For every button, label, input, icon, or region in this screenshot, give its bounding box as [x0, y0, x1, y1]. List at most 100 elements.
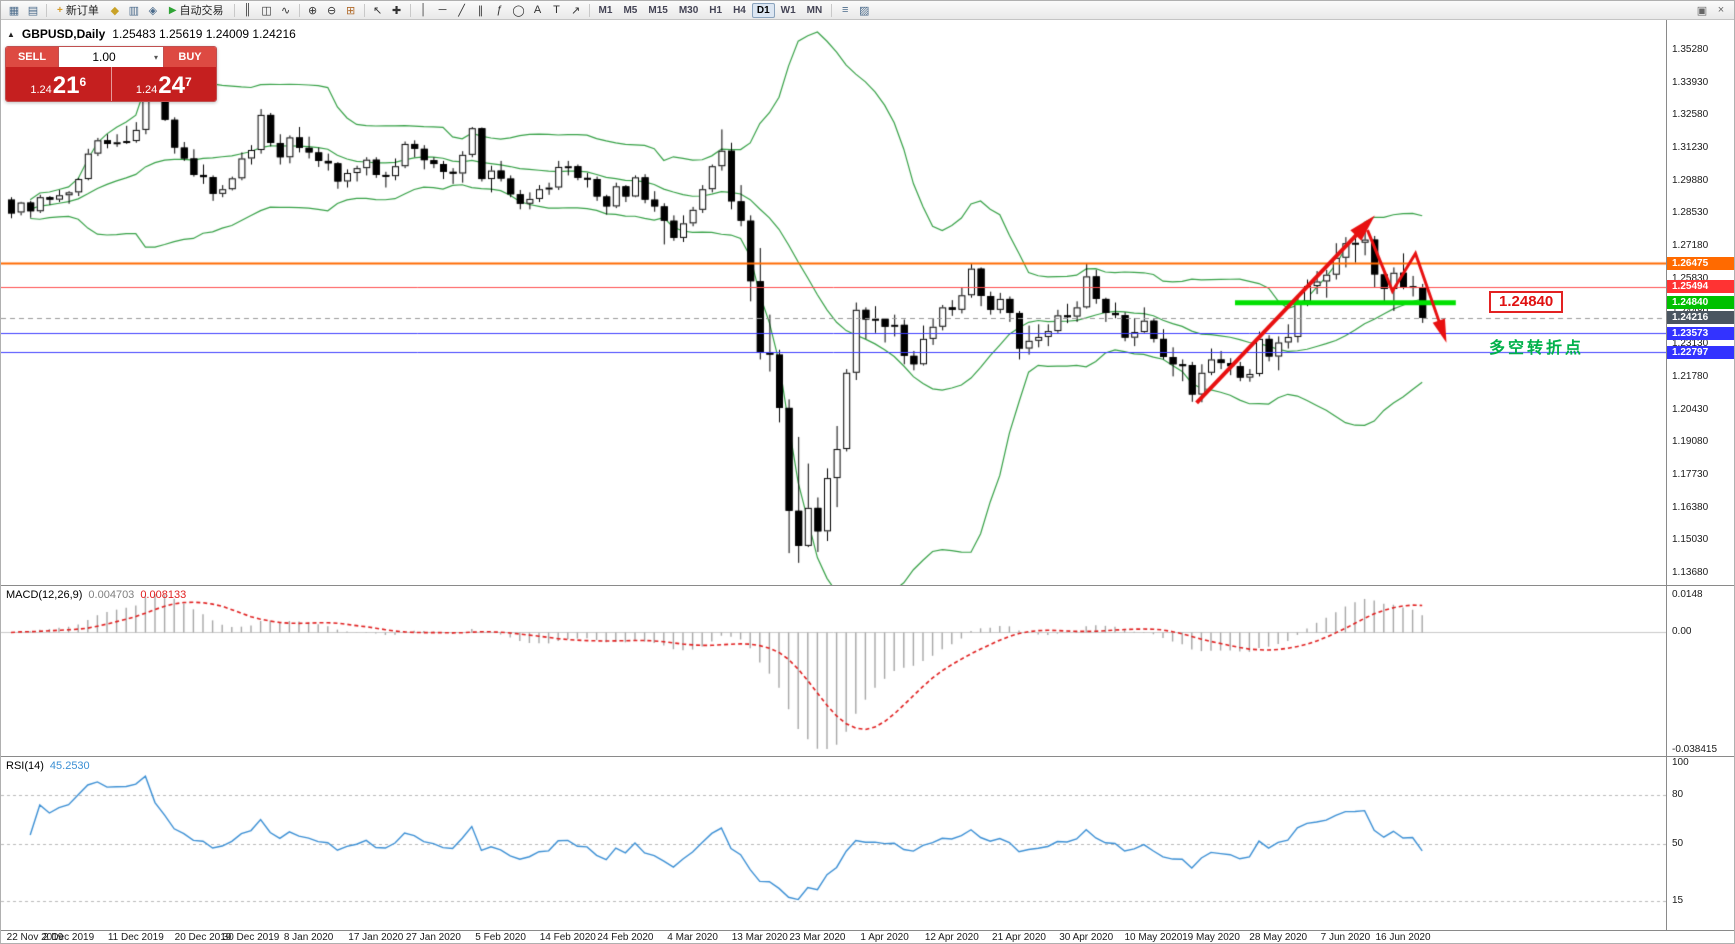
close-window-icon[interactable]: ×: [1717, 4, 1725, 16]
price-axis-label: 1.32580: [1672, 109, 1709, 121]
new-chart-icon[interactable]: ▦: [8, 4, 20, 17]
candlestick-chart-icon[interactable]: ◫: [261, 4, 272, 17]
timeframe-h1-button[interactable]: H1: [709, 4, 723, 16]
line-chart-icon[interactable]: ∿: [280, 4, 291, 17]
market-watch-icon[interactable]: ▥: [128, 4, 140, 17]
price-axis-label: 1.21780: [1672, 370, 1709, 382]
bid-pip-digit: 6: [79, 75, 87, 89]
macd-axis: 0.0148 0.00 -0.038415: [1666, 585, 1734, 756]
tile-windows-icon[interactable]: ⊞: [345, 4, 356, 17]
rsi-level-label-100: 100: [1672, 757, 1689, 768]
date-label: 4 Mar 2020: [667, 932, 718, 943]
main-chart-panel: ▲ GBPUSD,Daily 1.25483 1.25619 1.24009 1…: [1, 20, 1666, 585]
price-axis-label: 1.24480: [1672, 306, 1708, 317]
equidistant-channel-icon[interactable]: ∥: [477, 4, 484, 17]
date-label: 5 Feb 2020: [475, 932, 526, 943]
template-icon[interactable]: ▨: [859, 4, 870, 17]
indicator-list-icon[interactable]: ≡: [842, 4, 849, 16]
price-axis-label: 1.15030: [1672, 534, 1709, 546]
date-label: 12 Apr 2020: [924, 932, 979, 943]
navigator-icon[interactable]: ◈: [148, 4, 158, 17]
arrow-tools-icon[interactable]: ↗: [570, 4, 581, 17]
timeframe-d1-button[interactable]: D1: [751, 2, 775, 18]
date-label: 19 May 2020: [1182, 932, 1240, 943]
ask-price[interactable]: 1.24 24 7: [112, 67, 217, 101]
shapes-icon[interactable]: ◯: [512, 4, 525, 17]
chart-ohlc-values: 1.25483 1.25619 1.24009 1.24216: [112, 27, 296, 41]
date-label: 23 Mar 2020: [789, 932, 846, 943]
macd-zero-label: 0.00: [1672, 626, 1692, 638]
cursor-icon[interactable]: ↖: [372, 4, 383, 17]
text-label-icon[interactable]: T: [553, 4, 560, 16]
bar-chart-icon[interactable]: ║: [243, 4, 252, 16]
rsi-label: RSI(14) 45.2530: [6, 760, 90, 772]
main-chart-canvas[interactable]: [1, 20, 1666, 585]
autotrading-button[interactable]: ▶ 自动交易: [163, 2, 230, 18]
rsi-panel: RSI(14) 45.2530: [1, 756, 1666, 931]
fibonacci-icon[interactable]: ƒ: [496, 4, 503, 16]
macd-label: MACD(12,26,9) 0.004703 0.008133: [6, 589, 186, 601]
toolbar-separator: [363, 3, 365, 17]
rsi-level-label-50: 50: [1672, 838, 1684, 849]
macd-panel: MACD(12,26,9) 0.004703 0.008133: [1, 585, 1666, 757]
macd-signal-value: 0.008133: [140, 589, 187, 601]
date-label: 30 Apr 2020: [1059, 932, 1114, 943]
autotrading-label: 自动交易: [179, 5, 224, 17]
toolbar-separator: [409, 3, 411, 17]
toolbar-separator: [831, 3, 833, 17]
price-tag-1.24216: 1.24216: [1667, 311, 1734, 325]
price-tag-1.26475: 1.26475: [1667, 256, 1734, 270]
zoom-in-icon[interactable]: ⊕: [307, 4, 318, 17]
chart-profiles-icon[interactable]: ▤: [27, 4, 39, 17]
date-label: 7 Jun 2020: [1320, 932, 1371, 943]
price-tag-1.22797: 1.22797: [1667, 345, 1734, 359]
price-axis-label: 1.29880: [1672, 174, 1709, 186]
zoom-out-icon[interactable]: ⊖: [326, 4, 337, 17]
new-order-button[interactable]: + 新订单: [51, 2, 105, 18]
restore-window-icon[interactable]: ▣: [1696, 4, 1708, 17]
timeframe-w1-button[interactable]: W1: [780, 4, 796, 16]
date-label: 22 Nov 2019: [6, 932, 64, 943]
rsi-canvas[interactable]: [1, 757, 1666, 931]
price-callout[interactable]: 1.24840: [1489, 291, 1564, 313]
date-label: 2 Dec 2019: [43, 932, 95, 943]
date-label: 1 Apr 2020: [860, 932, 909, 943]
price-tag-1.24840: 1.24840: [1667, 296, 1734, 310]
one-click-trading-panel: SELL 1.00 ▾ BUY 1.24 21 6 1.24 24 7: [5, 46, 217, 102]
price-axis-label: 1.27180: [1672, 240, 1709, 252]
bid-price[interactable]: 1.24 21 6: [6, 67, 112, 101]
one-click-toggle-icon[interactable]: ▲: [7, 29, 15, 39]
metaeditor-icon[interactable]: ◆: [110, 4, 120, 17]
timeframe-m5-button[interactable]: M5: [623, 4, 638, 16]
date-label: 11 Dec 2019: [107, 932, 164, 943]
trendline-icon[interactable]: ╱: [458, 4, 465, 17]
vertical-line-icon[interactable]: │: [420, 4, 427, 16]
bid-prefix: 1.24: [30, 84, 52, 96]
timeframe-m1-button[interactable]: M1: [598, 4, 613, 16]
timeframe-m15-button[interactable]: M15: [648, 4, 668, 16]
chart-title: ▲ GBPUSD,Daily 1.25483 1.25619 1.24009 1…: [7, 27, 296, 41]
macd-canvas[interactable]: [1, 586, 1666, 757]
crosshair-icon[interactable]: ✚: [391, 4, 402, 17]
timeframe-mn-button[interactable]: MN: [806, 4, 823, 16]
annotation-text[interactable]: 多空转折点: [1489, 340, 1585, 357]
volume-input[interactable]: 1.00 ▾: [58, 47, 164, 67]
price-tag-1.23573: 1.23573: [1667, 326, 1734, 340]
timeframe-h4-button[interactable]: H4: [733, 4, 746, 16]
macd-min-label: -0.038415: [1672, 744, 1718, 755]
toolbar-separator: [46, 3, 47, 17]
sell-button[interactable]: SELL: [6, 47, 58, 67]
macd-main-value: 0.004703: [88, 589, 135, 601]
rsi-axis: 100 80 50 15: [1666, 756, 1734, 930]
horizontal-line-icon[interactable]: ─: [438, 4, 447, 16]
buy-button[interactable]: BUY: [164, 47, 216, 67]
volume-dropdown-icon[interactable]: ▾: [153, 52, 158, 62]
date-label: 21 Apr 2020: [992, 932, 1046, 943]
price-axis-label: 1.25830: [1672, 272, 1709, 284]
timeframe-m30-button[interactable]: M30: [678, 4, 699, 16]
text-icon[interactable]: A: [533, 4, 542, 16]
toolbar-separator: [298, 3, 300, 17]
autotrading-icon: ▶: [168, 4, 177, 16]
new-order-icon: +: [57, 4, 63, 16]
